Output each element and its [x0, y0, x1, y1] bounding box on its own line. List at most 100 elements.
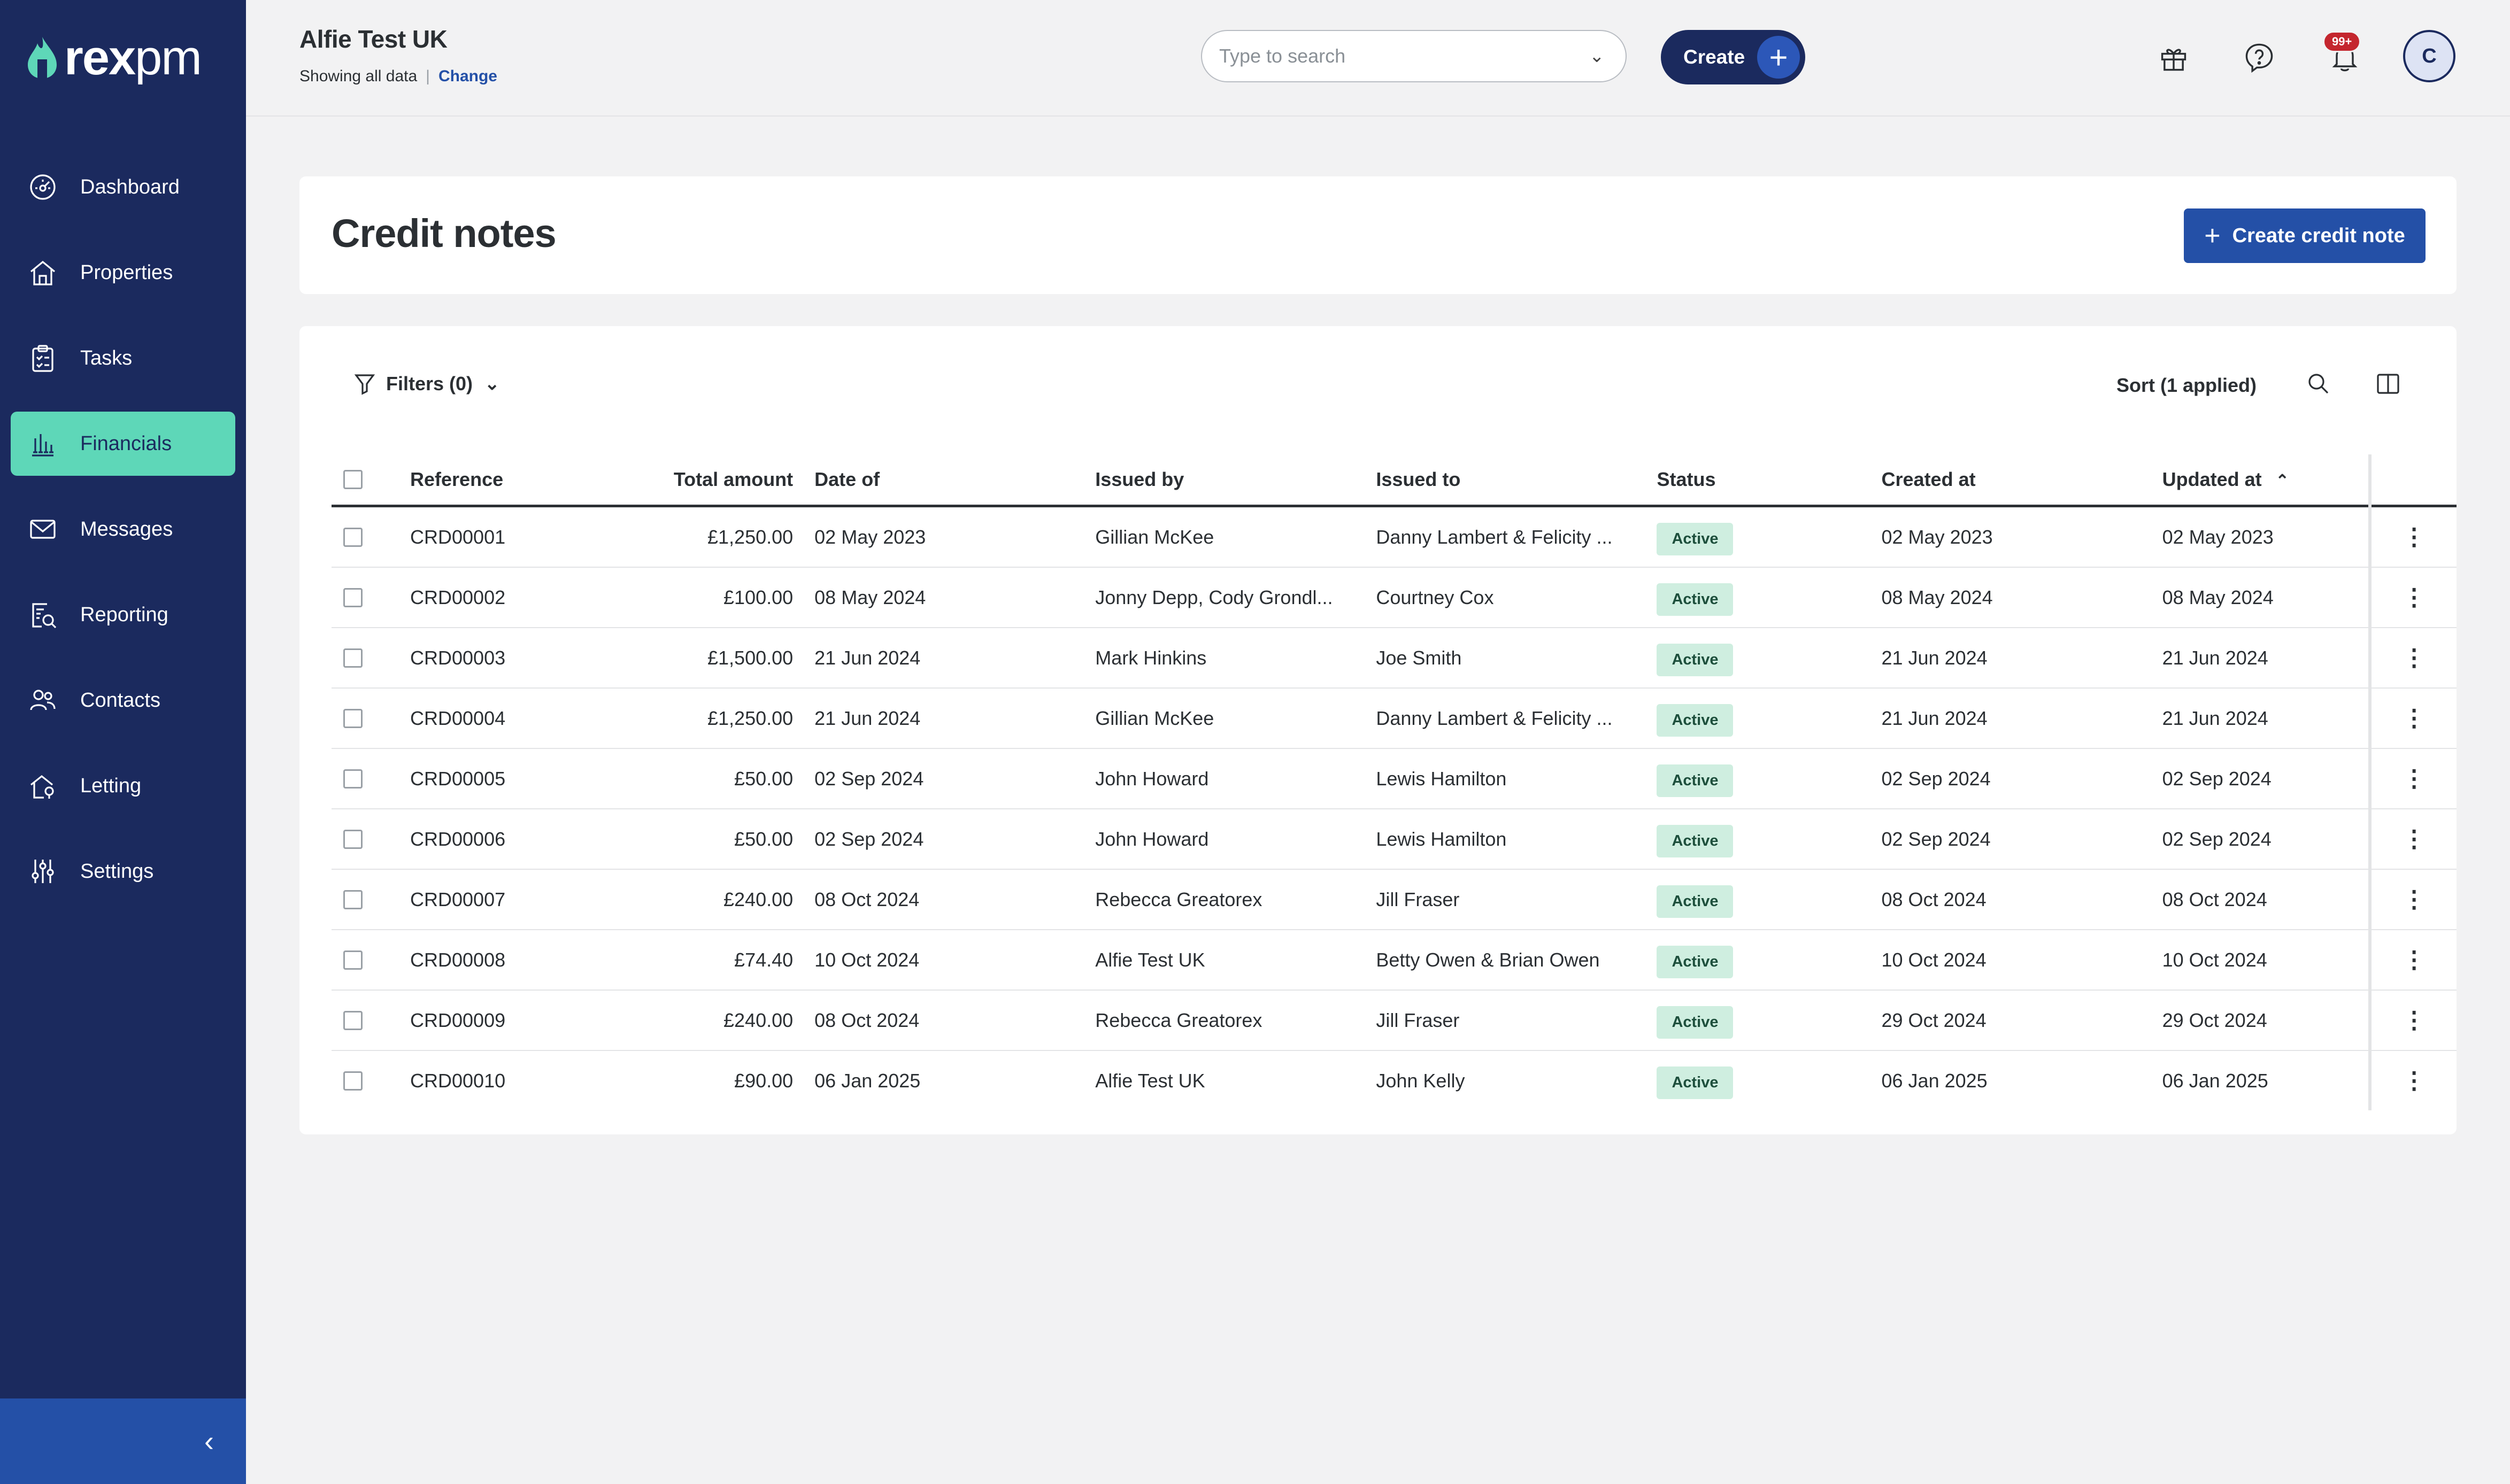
sidebar-item-letting[interactable]: Letting — [11, 754, 235, 818]
issued-to-cell: Jill Fraser — [1376, 869, 1657, 930]
date-of-cell: 02 Sep 2024 — [814, 809, 1096, 870]
status-badge: Active — [1657, 946, 1734, 978]
status-badge: Active — [1657, 1006, 1734, 1039]
row-actions-icon[interactable]: ⋮ — [2368, 748, 2457, 809]
row-checkbox[interactable] — [343, 950, 363, 970]
sidebar-item-properties[interactable]: Properties — [11, 241, 235, 305]
row-select-cell — [332, 748, 411, 809]
created-at-cell: 10 Oct 2024 — [1881, 930, 2162, 991]
date-of-cell: 02 Sep 2024 — [814, 748, 1096, 809]
row-actions-icon[interactable]: ⋮ — [2368, 809, 2457, 870]
table-row[interactable]: CRD00002 £100.00 08 May 2024 Jonny Depp, Co… — [332, 567, 2457, 628]
change-scope-link[interactable]: Change — [438, 67, 497, 85]
status-badge: Active — [1657, 885, 1734, 918]
updated-at-cell: 10 Oct 2024 — [2162, 930, 2370, 991]
row-actions-icon[interactable]: ⋮ — [2368, 869, 2457, 930]
table-row[interactable]: CRD00009 £240.00 08 Oct 2024 Rebecca Greato… — [332, 990, 2457, 1051]
sidebar-item-messages[interactable]: Messages — [11, 497, 235, 561]
status-badge: Active — [1657, 523, 1734, 555]
sidebar-item-settings[interactable]: Settings — [11, 839, 235, 903]
search-icon[interactable] — [2303, 368, 2335, 400]
row-checkbox[interactable] — [343, 588, 363, 607]
sliders-icon — [27, 855, 59, 887]
row-checkbox[interactable] — [343, 890, 363, 909]
create-credit-note-button[interactable]: + Create credit note — [2184, 208, 2426, 263]
table-row[interactable]: CRD00001 £1,250.00 02 May 2023 Gillian McKe… — [332, 506, 2457, 568]
table-row[interactable]: CRD00005 £50.00 02 Sep 2024 John Howard Lewi… — [332, 748, 2457, 809]
row-actions-icon[interactable]: ⋮ — [2368, 506, 2457, 568]
letting-icon — [27, 770, 59, 802]
columns-icon[interactable] — [2372, 368, 2404, 400]
column-header-created-at[interactable]: Created at — [1881, 454, 2162, 507]
updated-at-cell: 02 May 2023 — [2162, 506, 2370, 568]
sidebar-nav: Dashboard Properties Tasks Financials Me… — [0, 155, 246, 925]
row-actions-icon[interactable]: ⋮ — [2368, 1050, 2457, 1110]
issued-to-cell: Danny Lambert & Felicity ... — [1376, 688, 1657, 749]
user-avatar[interactable]: C — [2403, 30, 2455, 82]
gift-icon[interactable] — [2155, 38, 2192, 76]
row-actions-icon[interactable]: ⋮ — [2368, 567, 2457, 628]
filters-button[interactable]: Filters (0) ⌄ — [353, 372, 500, 396]
row-checkbox[interactable] — [343, 708, 363, 728]
sort-button[interactable]: Sort (1 applied) — [2116, 374, 2257, 396]
column-header-updated-at[interactable]: Updated at ⌃ — [2162, 454, 2370, 507]
reference-cell: CRD00008 — [410, 930, 646, 991]
row-checkbox[interactable] — [343, 648, 363, 668]
collapse-sidebar-button[interactable]: ‹ — [0, 1398, 246, 1484]
row-select-cell — [332, 1050, 410, 1110]
row-actions-icon[interactable]: ⋮ — [2368, 628, 2457, 689]
sidebar-item-label: Reporting — [80, 603, 168, 626]
create-button[interactable]: Create + — [1661, 30, 1805, 84]
row-actions-icon[interactable]: ⋮ — [2368, 688, 2457, 749]
date-of-cell: 10 Oct 2024 — [814, 930, 1096, 991]
table-row[interactable]: CRD00003 £1,500.00 21 Jun 2024 Mark Hinkins… — [332, 628, 2457, 689]
sidebar-item-financials[interactable]: Financials — [11, 412, 235, 476]
created-at-cell: 06 Jan 2025 — [1881, 1069, 1988, 1092]
select-all-checkbox[interactable] — [343, 470, 363, 489]
column-header-status[interactable]: Status — [1657, 454, 1882, 507]
column-header-issued-to[interactable]: Issued to — [1376, 454, 1657, 507]
table-row[interactable]: CRD00008 £74.40 10 Oct 2024 Alfie Test UK Be… — [332, 930, 2457, 991]
sidebar-item-contacts[interactable]: Contacts — [11, 668, 235, 732]
status-cell: Active — [1657, 809, 1882, 870]
table-row[interactable]: CRD00007 £240.00 08 Oct 2024 Rebecca Greato… — [332, 869, 2457, 930]
row-select-cell — [332, 930, 411, 991]
row-checkbox[interactable] — [343, 1071, 363, 1091]
global-search[interactable]: ⌄ — [1201, 30, 1627, 82]
total-amount-cell: £1,250.00 — [646, 506, 815, 568]
reference-cell: CRD00002 — [410, 567, 646, 628]
table-row[interactable]: CRD00006 £50.00 02 Sep 2024 John Howard Lewi… — [332, 809, 2457, 870]
column-header-date-of[interactable]: Date of — [814, 454, 1096, 507]
sidebar-item-dashboard[interactable]: Dashboard — [11, 155, 235, 219]
filters-label: Filters (0) — [386, 373, 473, 395]
issued-by-cell: Alfie Test UK — [1095, 930, 1376, 991]
status-cell: Active — [1657, 567, 1882, 628]
sidebar-item-label: Dashboard — [80, 175, 180, 198]
table-row[interactable]: CRD00004 £1,250.00 21 Jun 2024 Gillian McKe… — [332, 688, 2457, 749]
search-input[interactable] — [1218, 44, 1584, 68]
divider: | — [426, 67, 430, 85]
row-actions-icon[interactable]: ⋮ — [2368, 930, 2457, 991]
table-row[interactable]: CRD00010 £90.00 06 Jan 2025 Alfie Test UK Jo… — [332, 1050, 2457, 1110]
column-header-reference[interactable]: Reference — [410, 454, 646, 507]
updated-at-cell: 08 May 2024 — [2162, 567, 2370, 628]
issued-to-cell: Danny Lambert & Felicity ... — [1376, 506, 1657, 568]
sidebar-item-tasks[interactable]: Tasks — [11, 326, 235, 390]
column-header-total-amount[interactable]: Total amount — [646, 454, 815, 507]
help-icon[interactable] — [2240, 38, 2278, 76]
sidebar-item-label: Settings — [80, 860, 154, 883]
column-header-issued-by[interactable]: Issued by — [1095, 454, 1376, 507]
date-of-cell: 02 May 2023 — [814, 506, 1096, 568]
updated-at-cell: 02 Sep 2024 — [2162, 748, 2370, 809]
row-checkbox[interactable] — [343, 527, 363, 547]
chevron-down-icon[interactable]: ⌄ — [1589, 46, 1605, 66]
issued-to-cell: Jill Fraser — [1376, 990, 1657, 1051]
row-checkbox[interactable] — [343, 769, 363, 789]
sidebar-item-reporting[interactable]: Reporting — [11, 583, 235, 647]
row-checkbox[interactable] — [343, 1010, 363, 1030]
row-actions-icon[interactable]: ⋮ — [2368, 990, 2457, 1051]
status-badge: Active — [1657, 583, 1734, 616]
rexpm-logo[interactable]: rexpm — [26, 30, 202, 85]
total-amount-cell: £50.00 — [646, 809, 815, 870]
row-checkbox[interactable] — [343, 829, 363, 849]
